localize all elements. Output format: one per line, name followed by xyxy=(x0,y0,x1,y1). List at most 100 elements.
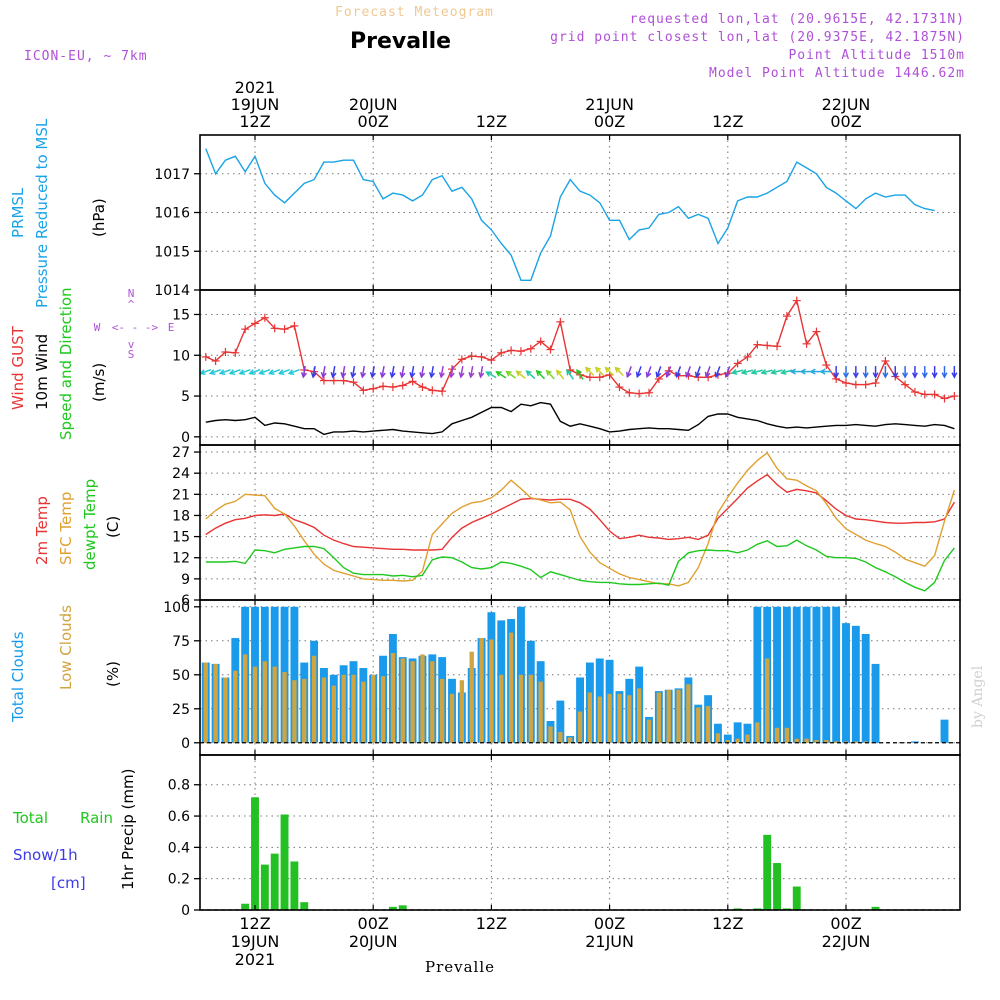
wind-direction-arrow xyxy=(391,366,395,378)
wind-direction-arrow xyxy=(496,371,507,379)
wind-direction-arrowhead xyxy=(505,370,512,377)
model-name: ICON-EU, ~ 7km xyxy=(24,49,148,64)
wind-direction-arrowhead xyxy=(228,369,236,375)
wind-direction-arrow xyxy=(312,366,316,378)
wind-direction-arrow xyxy=(725,366,731,378)
wind-direction-arrowhead xyxy=(485,371,492,377)
time-label-top: 12Z xyxy=(239,112,270,131)
bar-total-rain xyxy=(241,903,250,910)
wind-direction-arrow xyxy=(761,369,773,374)
time-label-bottom: 00Z xyxy=(358,914,389,933)
bar-low-clouds xyxy=(361,681,366,743)
wind-direction-arrowhead xyxy=(268,369,275,375)
bar-low-clouds xyxy=(735,738,740,743)
wind-direction-arrowhead xyxy=(770,369,777,375)
label-celsius: (C) xyxy=(104,516,122,538)
wind-direction-arrowhead xyxy=(208,369,216,375)
bar-low-clouds xyxy=(794,738,799,743)
footer-location: Prevalle xyxy=(425,958,495,976)
bar-total-clouds xyxy=(723,734,732,743)
bar-low-clouds xyxy=(843,741,849,743)
time-label-bottom: 19JUN xyxy=(231,932,280,951)
wind-direction-arrow xyxy=(479,366,484,378)
wind-direction-arrow xyxy=(269,368,281,375)
bar-low-clouds xyxy=(577,711,583,743)
wind-direction-arrowhead xyxy=(287,369,295,375)
ytick-label-precip: 0 xyxy=(181,903,190,919)
series-line-wind-gust xyxy=(205,298,955,400)
wind-direction-arrow xyxy=(585,367,595,376)
bar-total-clouds xyxy=(851,625,860,743)
bar-total-rain xyxy=(290,861,299,910)
time-label-bottom: 21JUN xyxy=(585,932,634,951)
wind-direction-arrow xyxy=(506,371,516,379)
wind-direction-arrow xyxy=(656,366,662,378)
label-speed-direction: Speed and Direction xyxy=(57,287,75,440)
ytick-label-temperature: 27 xyxy=(172,445,190,461)
label-total-clouds: Total Clouds xyxy=(9,631,27,723)
series-line-dewpt-temp xyxy=(205,539,955,592)
ytick-label-pressure: 1016 xyxy=(154,206,190,222)
bar-total-rain xyxy=(300,902,309,910)
series-line-sfc-temp xyxy=(205,451,956,587)
time-label-top: 00Z xyxy=(830,112,861,131)
wind-direction-arrow xyxy=(332,366,336,378)
wind-direction-arrowhead xyxy=(604,366,611,373)
wind-direction-arrow xyxy=(486,371,497,379)
ytick-label-clouds: 25 xyxy=(172,702,190,718)
bar-low-clouds xyxy=(420,654,425,743)
wind-direction-arrow xyxy=(420,366,425,378)
bar-low-clouds xyxy=(715,733,721,743)
wind-direction-arrow xyxy=(646,366,652,378)
wind-direction-arrow xyxy=(220,368,231,375)
wind-direction-arrow xyxy=(666,366,672,378)
ytick-label-temperature: 12 xyxy=(172,551,190,567)
bar-low-clouds xyxy=(636,688,642,743)
wind-direction-arrowhead xyxy=(655,371,662,379)
wind-direction-arrowhead xyxy=(789,368,796,375)
bar-low-clouds xyxy=(824,740,829,743)
time-label-top: 00Z xyxy=(594,112,625,131)
series-line-prmsl xyxy=(205,148,935,281)
bar-low-clouds xyxy=(351,674,356,743)
bar-total-rain xyxy=(280,814,289,910)
ytick-label-precip: 0.4 xyxy=(168,840,190,856)
bar-low-clouds xyxy=(430,661,435,743)
wind-direction-arrow xyxy=(526,370,536,380)
wind-direction-arrowhead xyxy=(409,372,416,379)
ytick-label-temperature: 21 xyxy=(172,487,190,503)
bar-total-clouds xyxy=(792,606,801,743)
bar-total-rain xyxy=(792,886,801,910)
wind-direction-arrowhead xyxy=(872,372,879,379)
wind-direction-arrowhead xyxy=(300,372,307,379)
wind-direction-arrowhead xyxy=(535,369,542,377)
bar-total-clouds xyxy=(517,606,525,743)
wind-direction-arrow xyxy=(715,366,721,378)
wind-direction-arrow xyxy=(516,370,526,379)
bar-low-clouds xyxy=(863,741,868,743)
label-pressure-msl: Pressure Reduced to MSL xyxy=(33,118,51,308)
bar-low-clouds xyxy=(390,653,396,743)
time-label-bottom: 12Z xyxy=(712,914,743,933)
time-label-top: 20JUN xyxy=(349,95,398,114)
wind-direction-arrow xyxy=(288,368,300,375)
bar-total-rain xyxy=(270,853,279,910)
bar-low-clouds xyxy=(528,674,533,743)
wind-direction-arrow xyxy=(279,368,290,375)
bar-low-clouds xyxy=(233,670,238,743)
label-total: Total xyxy=(12,809,48,827)
wind-direction-arrow xyxy=(249,368,261,375)
wind-direction-arrowhead xyxy=(419,372,426,379)
wind-direction-arrowhead xyxy=(685,371,691,379)
requested-coords: requested lon,lat (20.9615E, 42.1731N) xyxy=(630,12,965,27)
bar-total-clouds xyxy=(812,606,821,743)
ytick-label-wind: 10 xyxy=(172,348,190,364)
wind-direction-arrowhead xyxy=(360,372,367,379)
ytick-label-wind: 0 xyxy=(181,430,190,446)
time-label-bottom: 00Z xyxy=(594,914,625,933)
compass-icon: N ^ W <- - -> E v S xyxy=(94,287,175,361)
wind-direction-arrowhead xyxy=(594,366,601,373)
bar-low-clouds xyxy=(774,727,780,743)
bar-low-clouds xyxy=(282,672,287,743)
bar-low-clouds xyxy=(449,693,455,743)
